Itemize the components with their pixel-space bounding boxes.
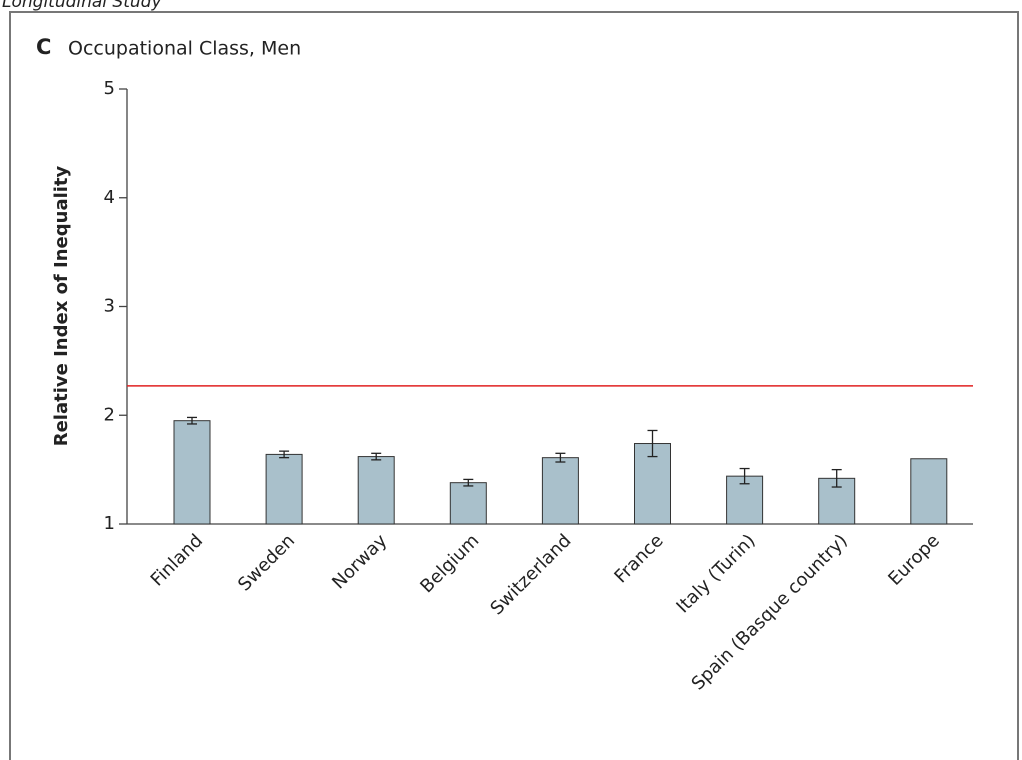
error-bar: [371, 452, 382, 461]
y-tick-label: 4: [104, 187, 115, 208]
y-tick-label: 5: [104, 78, 115, 99]
x-tick-label: Belgium: [416, 530, 483, 597]
error-bar: [555, 452, 566, 463]
chart-title: Occupational Class, Men: [68, 38, 301, 60]
x-tick-label: Spain (Basque country): [688, 530, 852, 694]
panel-label: C: [36, 35, 51, 59]
error-bar: [463, 478, 474, 487]
panel-frame: [9, 11, 1019, 760]
x-tick-label: France: [610, 530, 667, 587]
y-tick-label: 2: [104, 404, 115, 425]
error-bar: [187, 416, 197, 425]
x-tick-label: Italy (Turin): [672, 530, 759, 617]
bar: [910, 458, 948, 525]
x-tick-label: Europe: [884, 530, 944, 590]
header-fragment: Longitudinal Study: [2, 0, 162, 12]
x-tick-label: Norway: [328, 530, 391, 593]
bar: [265, 453, 303, 525]
error-bar: [279, 450, 290, 459]
error-bar: [831, 468, 842, 488]
bar: [541, 457, 579, 525]
bar: [357, 456, 395, 525]
error-bar: [647, 429, 658, 458]
bar: [449, 482, 487, 525]
bar: [173, 420, 211, 525]
x-tick-label: Switzerland: [486, 530, 575, 619]
y-tick-label: 3: [104, 296, 115, 317]
error-bar: [739, 467, 750, 485]
x-tick-label: Sweden: [234, 530, 299, 595]
x-tick-label: Finland: [147, 530, 207, 590]
y-tick-label: 1: [104, 513, 115, 534]
y-axis-label: Relative Index of Inequality: [51, 165, 72, 446]
